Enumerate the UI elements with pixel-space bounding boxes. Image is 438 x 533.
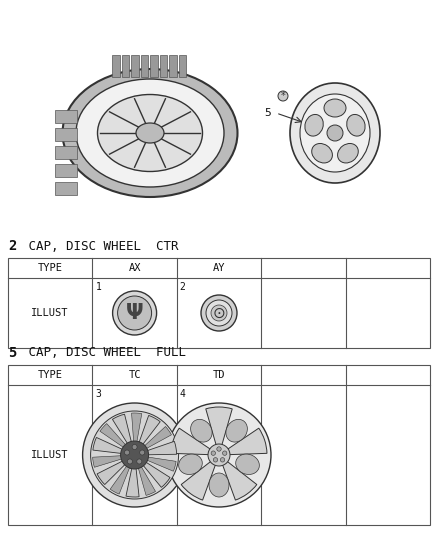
Wedge shape: [227, 428, 267, 455]
Text: TYPE: TYPE: [38, 370, 63, 380]
Ellipse shape: [312, 143, 332, 163]
Bar: [121, 55, 129, 77]
Circle shape: [211, 305, 227, 321]
Wedge shape: [146, 441, 177, 455]
Text: TC: TC: [128, 370, 141, 380]
Wedge shape: [93, 455, 134, 467]
Text: 2: 2: [8, 239, 16, 253]
Bar: [159, 55, 167, 77]
Bar: [55, 146, 77, 159]
Text: ILLUST: ILLUST: [32, 450, 69, 460]
Circle shape: [137, 459, 142, 464]
Ellipse shape: [209, 473, 229, 497]
Wedge shape: [134, 455, 176, 471]
Text: ⊙: ⊙: [212, 305, 226, 320]
Ellipse shape: [179, 454, 202, 474]
Text: 2: 2: [180, 282, 186, 292]
Text: 4: 4: [180, 389, 186, 399]
Ellipse shape: [226, 419, 247, 442]
Wedge shape: [171, 428, 211, 455]
Ellipse shape: [136, 123, 164, 143]
Circle shape: [127, 459, 132, 464]
Ellipse shape: [305, 115, 323, 136]
Wedge shape: [223, 461, 257, 500]
Bar: [112, 55, 120, 77]
Bar: [169, 55, 177, 77]
Ellipse shape: [98, 94, 202, 172]
Ellipse shape: [300, 94, 370, 172]
Circle shape: [208, 444, 230, 466]
Text: *: *: [281, 91, 286, 101]
Text: 5: 5: [8, 346, 16, 360]
Text: CAP, DISC WHEEL  CTR: CAP, DISC WHEEL CTR: [21, 239, 179, 253]
Text: 5: 5: [265, 108, 272, 118]
Wedge shape: [181, 461, 215, 500]
Circle shape: [217, 447, 221, 451]
Circle shape: [220, 458, 225, 462]
Wedge shape: [134, 455, 155, 495]
Bar: [8, 258, 430, 348]
Ellipse shape: [191, 419, 212, 442]
Text: ILLUST: ILLUST: [32, 308, 69, 318]
Wedge shape: [131, 413, 142, 455]
Circle shape: [83, 403, 187, 507]
Wedge shape: [206, 407, 232, 446]
Ellipse shape: [338, 143, 358, 163]
Bar: [55, 164, 77, 177]
Text: AY: AY: [213, 263, 225, 273]
Bar: [131, 55, 138, 77]
Text: CAP, DISC WHEEL  FULL: CAP, DISC WHEEL FULL: [21, 346, 186, 359]
Circle shape: [327, 125, 343, 141]
Wedge shape: [126, 467, 139, 497]
Text: 3: 3: [95, 389, 101, 399]
Ellipse shape: [347, 115, 365, 136]
Circle shape: [113, 291, 157, 335]
Circle shape: [278, 91, 288, 101]
Ellipse shape: [63, 69, 237, 197]
Bar: [141, 55, 148, 77]
Circle shape: [124, 450, 130, 455]
Circle shape: [120, 441, 148, 469]
Ellipse shape: [290, 83, 380, 183]
Text: TD: TD: [213, 370, 225, 380]
Bar: [55, 182, 77, 195]
Text: Ψ: Ψ: [126, 303, 143, 323]
Wedge shape: [110, 455, 134, 494]
Circle shape: [206, 300, 232, 326]
Circle shape: [132, 445, 137, 449]
Ellipse shape: [236, 454, 259, 474]
Circle shape: [213, 458, 218, 462]
Text: AX: AX: [128, 263, 141, 273]
Bar: [179, 55, 186, 77]
Wedge shape: [142, 462, 170, 487]
Wedge shape: [100, 424, 134, 455]
Ellipse shape: [324, 99, 346, 117]
Text: 1: 1: [95, 282, 101, 292]
Circle shape: [91, 411, 179, 499]
Ellipse shape: [76, 79, 224, 187]
Wedge shape: [113, 414, 132, 445]
Bar: [55, 110, 77, 123]
Circle shape: [117, 296, 152, 330]
Circle shape: [167, 403, 271, 507]
Bar: [150, 55, 158, 77]
Circle shape: [223, 451, 227, 455]
Wedge shape: [134, 426, 171, 455]
Wedge shape: [93, 438, 124, 454]
Text: TYPE: TYPE: [38, 263, 63, 273]
Wedge shape: [138, 415, 160, 446]
Circle shape: [211, 451, 215, 455]
Bar: [8, 365, 430, 525]
Circle shape: [201, 295, 237, 331]
Wedge shape: [97, 461, 126, 484]
Bar: [55, 128, 77, 141]
Circle shape: [140, 450, 145, 455]
